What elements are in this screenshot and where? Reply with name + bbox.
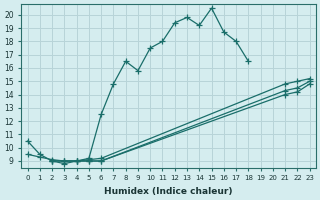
X-axis label: Humidex (Indice chaleur): Humidex (Indice chaleur): [104, 187, 233, 196]
